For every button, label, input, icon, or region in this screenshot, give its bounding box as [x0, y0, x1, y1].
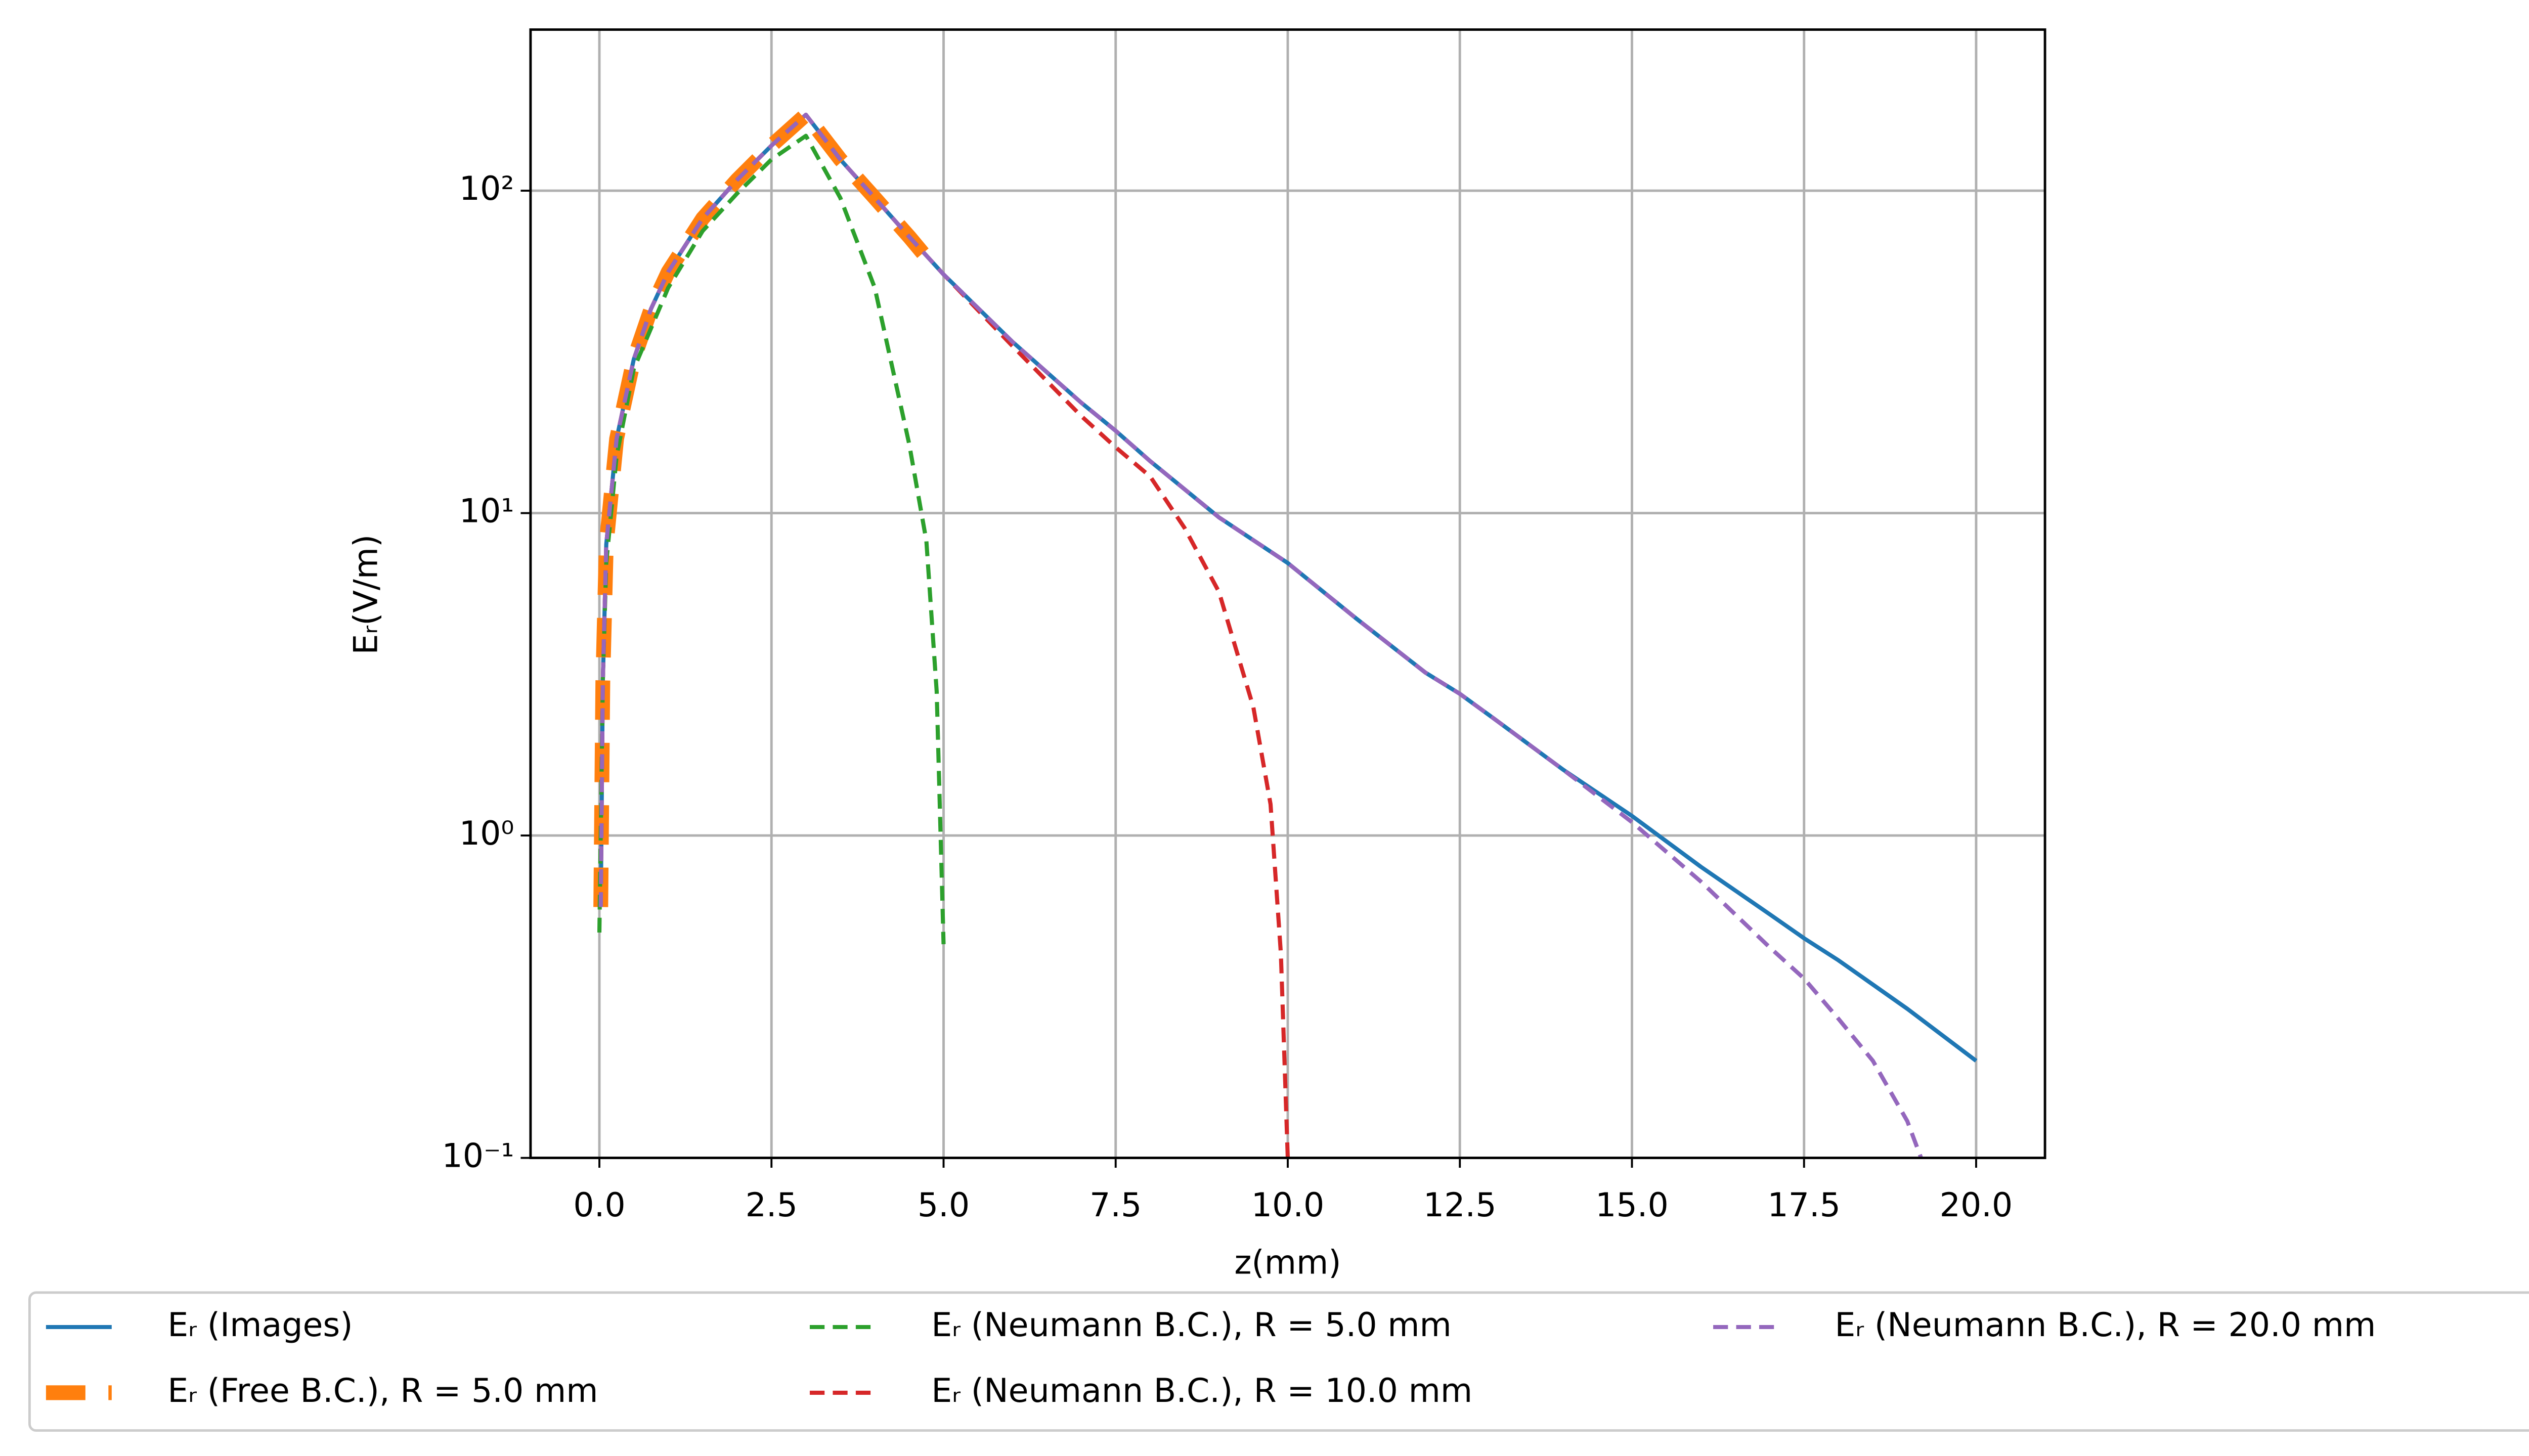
y-tick-label: 10⁻¹ — [442, 1137, 514, 1175]
x-tick-label: 0.0 — [573, 1186, 625, 1224]
x-tick-label: 7.5 — [1089, 1186, 1142, 1224]
x-tick-label: 17.5 — [1767, 1186, 1841, 1224]
legend-label: Eᵣ (Free B.C.), R = 5.0 mm — [167, 1372, 598, 1410]
legend-label: Eᵣ (Images) — [167, 1306, 353, 1344]
y-tick-label: 10¹ — [459, 493, 514, 531]
data-line — [593, 107, 929, 907]
x-tick-label: 20.0 — [1940, 1186, 2013, 1224]
legend-label: Eᵣ (Neumann B.C.), R = 5.0 mm — [931, 1306, 1452, 1344]
y-axis-label: Eᵣ(V/m) — [347, 535, 385, 655]
legend-box — [28, 1291, 2529, 1432]
legend-label: Eᵣ (Neumann B.C.), R = 20.0 mm — [1835, 1306, 2376, 1344]
data-line — [598, 112, 1923, 1158]
legend-label: Eᵣ (Neumann B.C.), R = 10.0 mm — [931, 1372, 1472, 1410]
x-tick-label: 12.5 — [1423, 1186, 1497, 1224]
x-axis-label: z(mm) — [1234, 1244, 1341, 1282]
x-tick-label: 5.0 — [918, 1186, 970, 1224]
plot-lines — [593, 107, 1978, 1158]
x-tick-label: 2.5 — [746, 1186, 798, 1224]
y-tick-label: 10⁰ — [459, 815, 514, 853]
x-tick-label: 10.0 — [1251, 1186, 1325, 1224]
plot-frame — [529, 28, 2046, 1159]
x-tick-label: 15.0 — [1595, 1186, 1669, 1224]
y-tick-label: 10² — [459, 170, 514, 208]
